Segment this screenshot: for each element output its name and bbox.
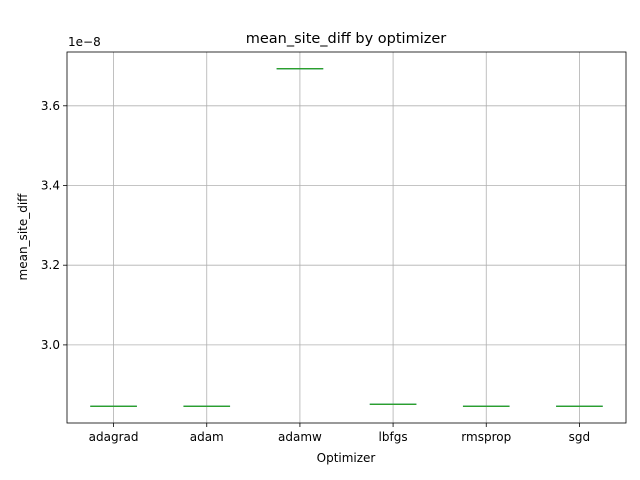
plot-area — [66, 51, 627, 424]
x-axis-label: Optimizer — [317, 451, 376, 465]
y-tick-label-3: 3.6 — [41, 99, 60, 113]
y-tick-label-2: 3.4 — [41, 178, 60, 192]
y-tick-label-0: 3.0 — [41, 338, 60, 352]
x-tick-label-lbfgs: lbfgs — [379, 430, 408, 444]
x-tick-label-adamw: adamw — [278, 430, 322, 444]
y-tick-label-1: 3.2 — [41, 258, 60, 272]
box-layer — [90, 68, 603, 407]
chart-title: mean_site_diff by optimizer — [246, 31, 447, 47]
y-offset-label: 1e−8 — [68, 35, 101, 49]
x-tick-label-rmsprop: rmsprop — [461, 430, 511, 444]
x-tick-label-adagrad: adagrad — [89, 430, 139, 444]
x-tick-label-adam: adam — [190, 430, 224, 444]
tick-layer: adagrad adam adamw lbfgs rmsprop sgd 3.0 3.2 3.4… — [41, 99, 590, 444]
x-tick-label-sgd: sgd — [569, 430, 591, 444]
grid-layer — [67, 52, 626, 423]
y-axis-label: mean_site_diff — [16, 193, 30, 281]
